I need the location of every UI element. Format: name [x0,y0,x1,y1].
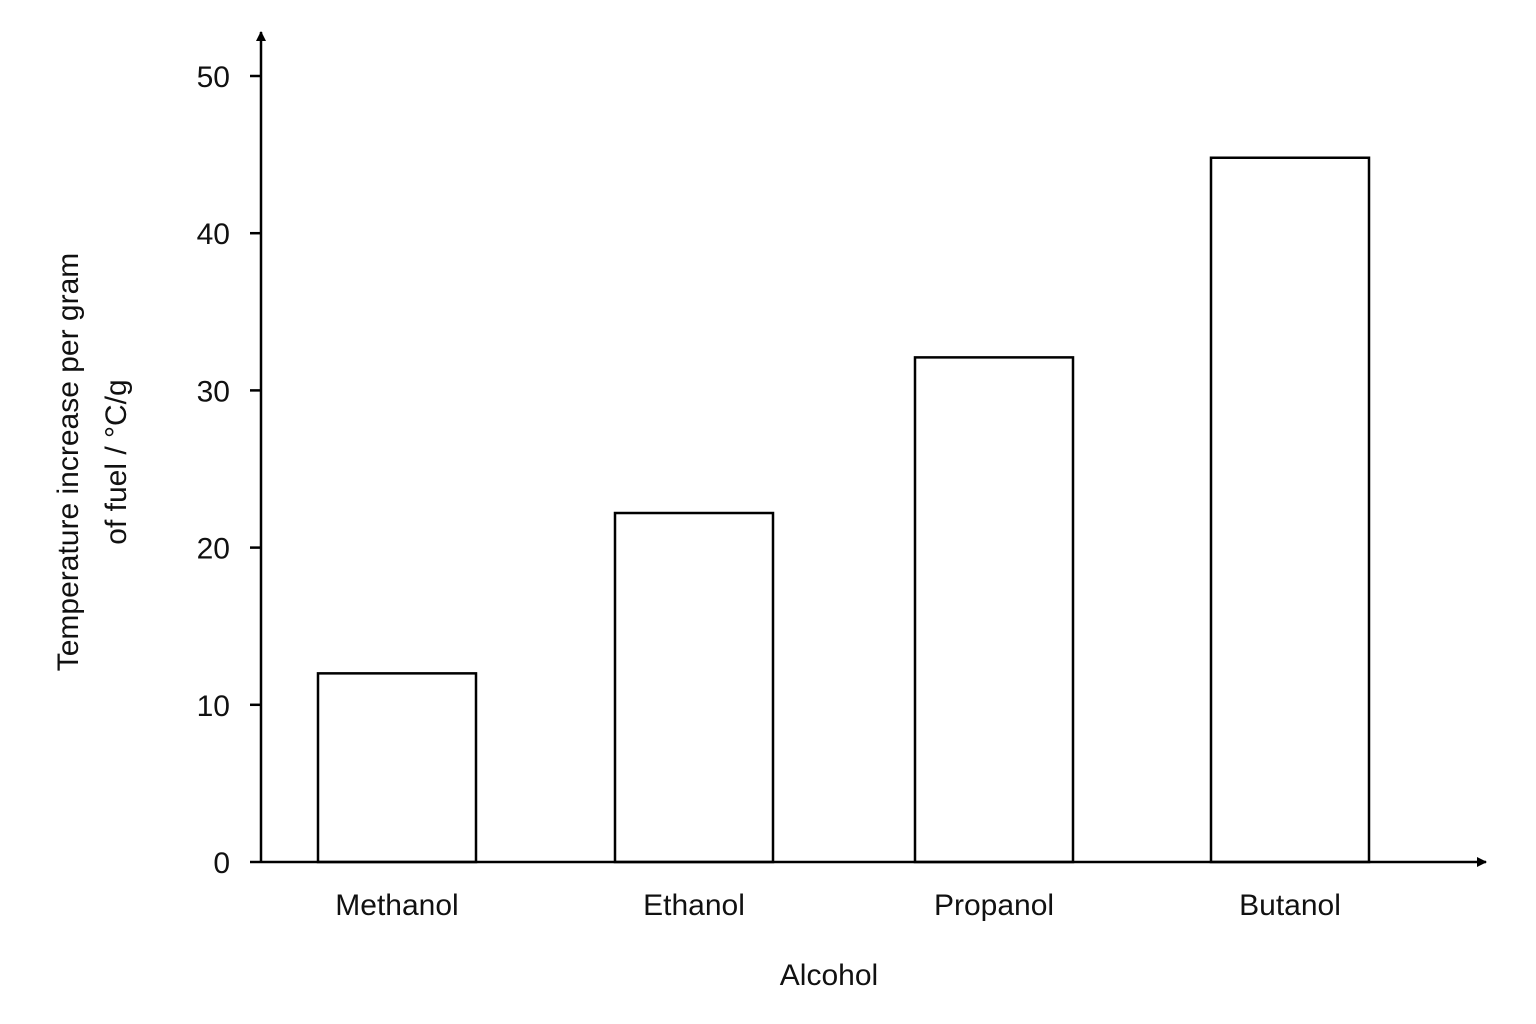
x-tick-label-ethanol: Ethanol [643,889,745,922]
x-tick-label-methanol: Methanol [335,889,458,922]
y-tick-label-0: 0 [213,847,230,880]
bars [316,156,1371,864]
y-axis-title: Temperature increase per gram of fuel / … [52,253,133,672]
y-axis-title-line-2: of fuel / °C/g [100,379,133,544]
x-tick-label-butanol: Butanol [1239,889,1341,922]
x-axis-title: Alcohol [780,959,878,992]
bar-methanol [316,672,478,864]
y-ticks: 0 10 20 30 40 50 [197,61,261,880]
y-axis-title-line-1: Temperature increase per gram [52,253,85,672]
bar-butanol [1209,156,1371,864]
y-tick-label-40: 40 [197,218,230,251]
y-tick-label-10: 10 [197,690,230,723]
x-tick-label-propanol: Propanol [934,889,1054,922]
y-tick-label-20: 20 [197,533,230,566]
y-tick-label-30: 30 [197,375,230,408]
x-tick-labels: Methanol Ethanol Propanol Butanol [335,889,1341,922]
y-tick-label-50: 50 [197,61,230,94]
bar-propanol [913,356,1075,864]
bar-ethanol [613,511,775,864]
